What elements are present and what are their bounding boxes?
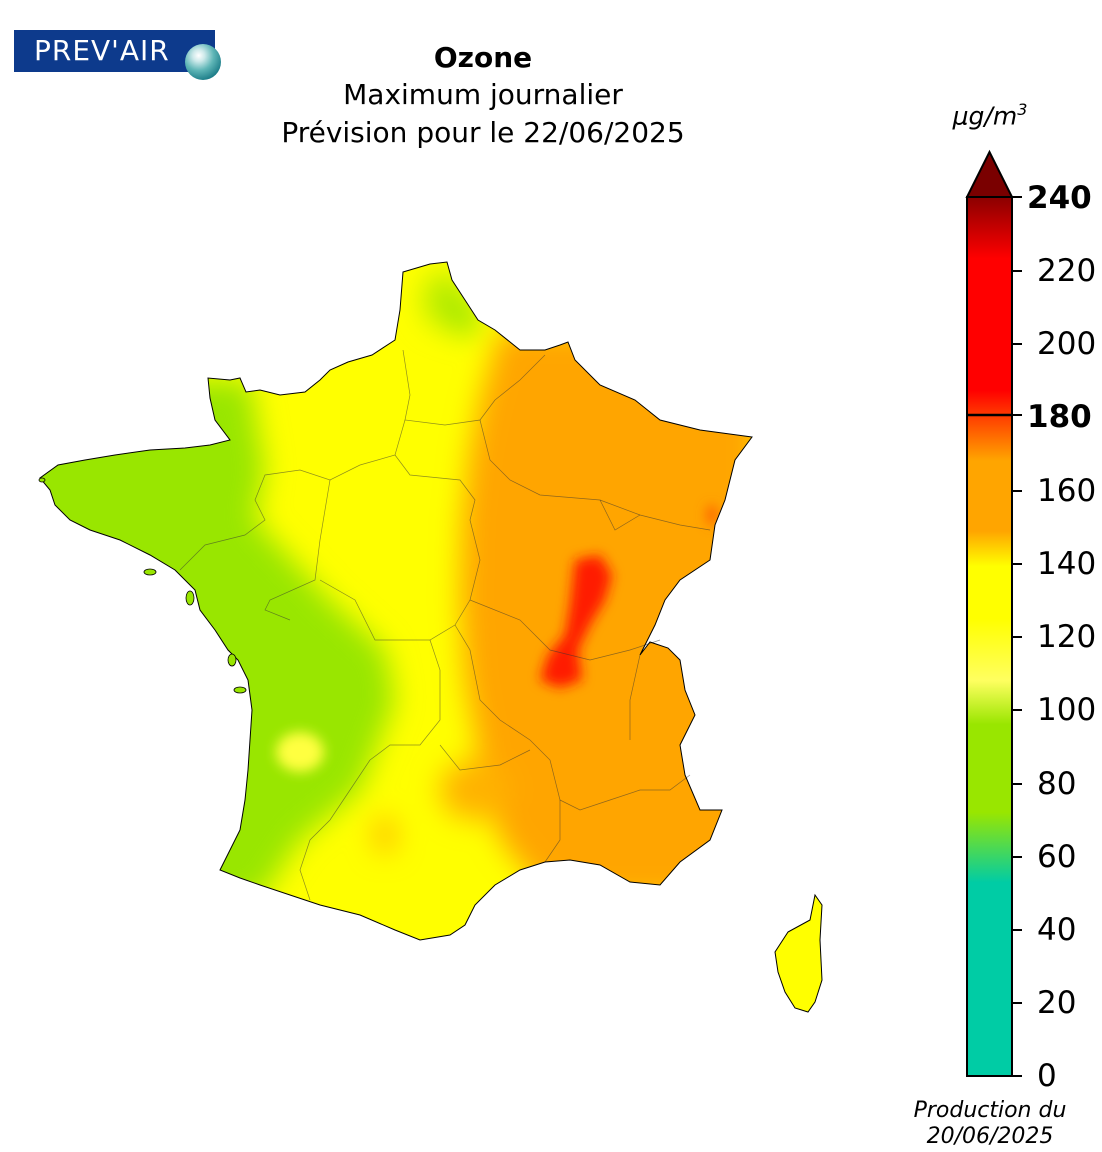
tick-label: 60	[1037, 839, 1077, 875]
colorbar-unit: μg/m3	[952, 100, 1028, 131]
tick-label: 40	[1037, 912, 1077, 948]
atlantic-islands	[38, 477, 247, 694]
production-date: Production du 20/06/2025	[898, 1098, 1082, 1150]
map-subtitle: Maximum journalier	[343, 78, 623, 111]
logo-text: PREV'AIR	[34, 34, 170, 67]
tick-label: 220	[1037, 253, 1097, 289]
colorbar	[965, 149, 1022, 1077]
tick-label-threshold: 180	[1027, 399, 1092, 435]
colorbar-gradient	[966, 196, 1013, 1077]
forecast-date: Prévision pour le 22/06/2025	[281, 116, 685, 149]
map-title-block: Ozone Maximum journalier Prévision pour …	[233, 40, 733, 152]
tick-label: 100	[1037, 692, 1097, 728]
tick-label-max: 240	[1027, 180, 1092, 216]
globe-icon	[185, 44, 221, 80]
colorbar-extend-arrow	[965, 149, 1014, 198]
corsica-outline	[774, 893, 823, 1013]
colorbar-ticks	[1012, 196, 1022, 1077]
tick-label: 80	[1037, 766, 1077, 802]
production-date-value: 20/06/2025	[926, 1124, 1054, 1149]
tick-label: 140	[1037, 546, 1097, 582]
tick-label: 120	[1037, 619, 1097, 655]
region-borders	[179, 349, 711, 901]
tick-label: 20	[1037, 985, 1077, 1021]
france-outline	[39, 261, 753, 941]
map-title: Ozone	[433, 41, 533, 74]
tick-label: 200	[1037, 326, 1097, 362]
prevair-logo: PREV'AIR	[14, 30, 221, 80]
tick-label: 160	[1037, 473, 1097, 509]
production-label: Production du	[913, 1098, 1067, 1123]
tick-label: 0	[1037, 1058, 1057, 1094]
ozone-field	[40, 262, 822, 1012]
